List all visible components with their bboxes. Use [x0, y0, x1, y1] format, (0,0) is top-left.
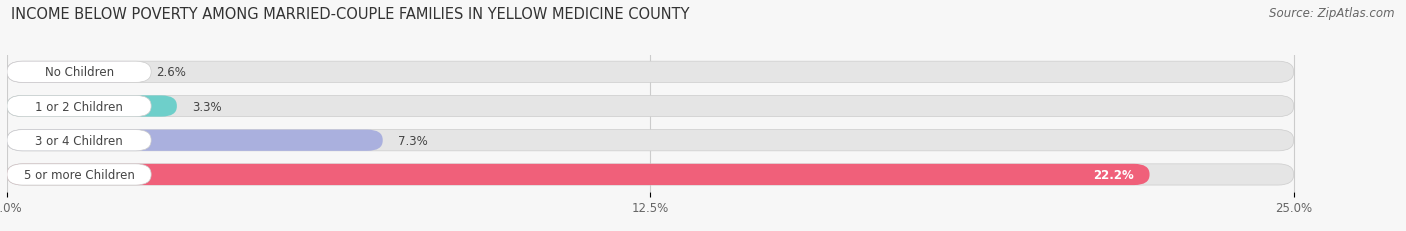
- Text: 5 or more Children: 5 or more Children: [24, 168, 135, 181]
- FancyBboxPatch shape: [7, 130, 1294, 151]
- FancyBboxPatch shape: [7, 62, 1294, 83]
- FancyBboxPatch shape: [7, 164, 150, 185]
- FancyBboxPatch shape: [7, 130, 150, 151]
- FancyBboxPatch shape: [7, 96, 177, 117]
- Text: 3.3%: 3.3%: [193, 100, 222, 113]
- FancyBboxPatch shape: [7, 62, 150, 83]
- Text: INCOME BELOW POVERTY AMONG MARRIED-COUPLE FAMILIES IN YELLOW MEDICINE COUNTY: INCOME BELOW POVERTY AMONG MARRIED-COUPL…: [11, 7, 690, 22]
- Text: No Children: No Children: [45, 66, 114, 79]
- FancyBboxPatch shape: [7, 164, 1150, 185]
- Text: Source: ZipAtlas.com: Source: ZipAtlas.com: [1270, 7, 1395, 20]
- FancyBboxPatch shape: [7, 130, 382, 151]
- FancyBboxPatch shape: [7, 62, 141, 83]
- Text: 2.6%: 2.6%: [156, 66, 186, 79]
- FancyBboxPatch shape: [7, 164, 1294, 185]
- FancyBboxPatch shape: [7, 96, 1294, 117]
- Text: 22.2%: 22.2%: [1094, 168, 1135, 181]
- Text: 3 or 4 Children: 3 or 4 Children: [35, 134, 122, 147]
- Text: 7.3%: 7.3%: [398, 134, 427, 147]
- Text: 1 or 2 Children: 1 or 2 Children: [35, 100, 122, 113]
- FancyBboxPatch shape: [7, 96, 150, 117]
